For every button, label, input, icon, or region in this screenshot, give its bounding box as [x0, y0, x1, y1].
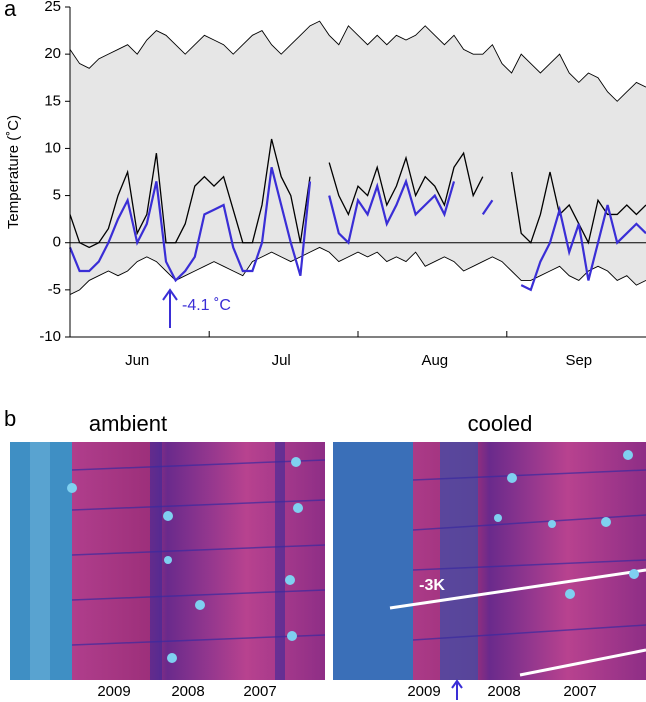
y-tick-label: 20	[44, 45, 61, 62]
year-label: 2009	[97, 683, 130, 700]
band	[70, 21, 646, 295]
series-line	[68, 167, 646, 292]
annotation: -4.1 ˚C	[182, 297, 231, 314]
x-tick-label: Jul	[272, 352, 291, 369]
x-tick-label: Aug	[421, 352, 448, 369]
y-tick-label: 10	[44, 139, 61, 156]
y-tick-label: -5	[48, 281, 61, 298]
series-line	[69, 246, 646, 295]
x-tick-label: Jun	[125, 352, 149, 369]
chart: -10 -5 0 5 10 15 20 25 Jun Jul Aug Sep	[39, 0, 646, 369]
image-title: cooled	[468, 411, 533, 436]
year-label: 2008	[487, 683, 520, 700]
year-label: 2009	[407, 683, 440, 700]
year-label: 2008	[171, 683, 204, 700]
micrograph-ambient	[10, 442, 326, 680]
arrow	[451, 679, 463, 700]
y-tick-label: 0	[53, 234, 61, 251]
y-tick-label: -10	[39, 328, 61, 345]
image-title: ambient	[89, 411, 167, 436]
y-tick-label: 15	[44, 92, 61, 109]
panel-label: b	[4, 406, 16, 431]
year-label: 2007	[563, 683, 596, 700]
series-line	[69, 20, 646, 102]
year-label: 2007	[243, 683, 276, 700]
y-axis-label: Temperature (˚C)	[5, 115, 22, 229]
y-tick-label: 5	[53, 187, 61, 204]
image-annotation: -3K	[419, 577, 445, 594]
micrograph-cooled	[333, 442, 646, 680]
x-tick-label: Sep	[565, 352, 592, 369]
panel-label: a	[4, 0, 17, 21]
arrow	[162, 288, 178, 328]
y-tick-label: 25	[44, 0, 61, 15]
